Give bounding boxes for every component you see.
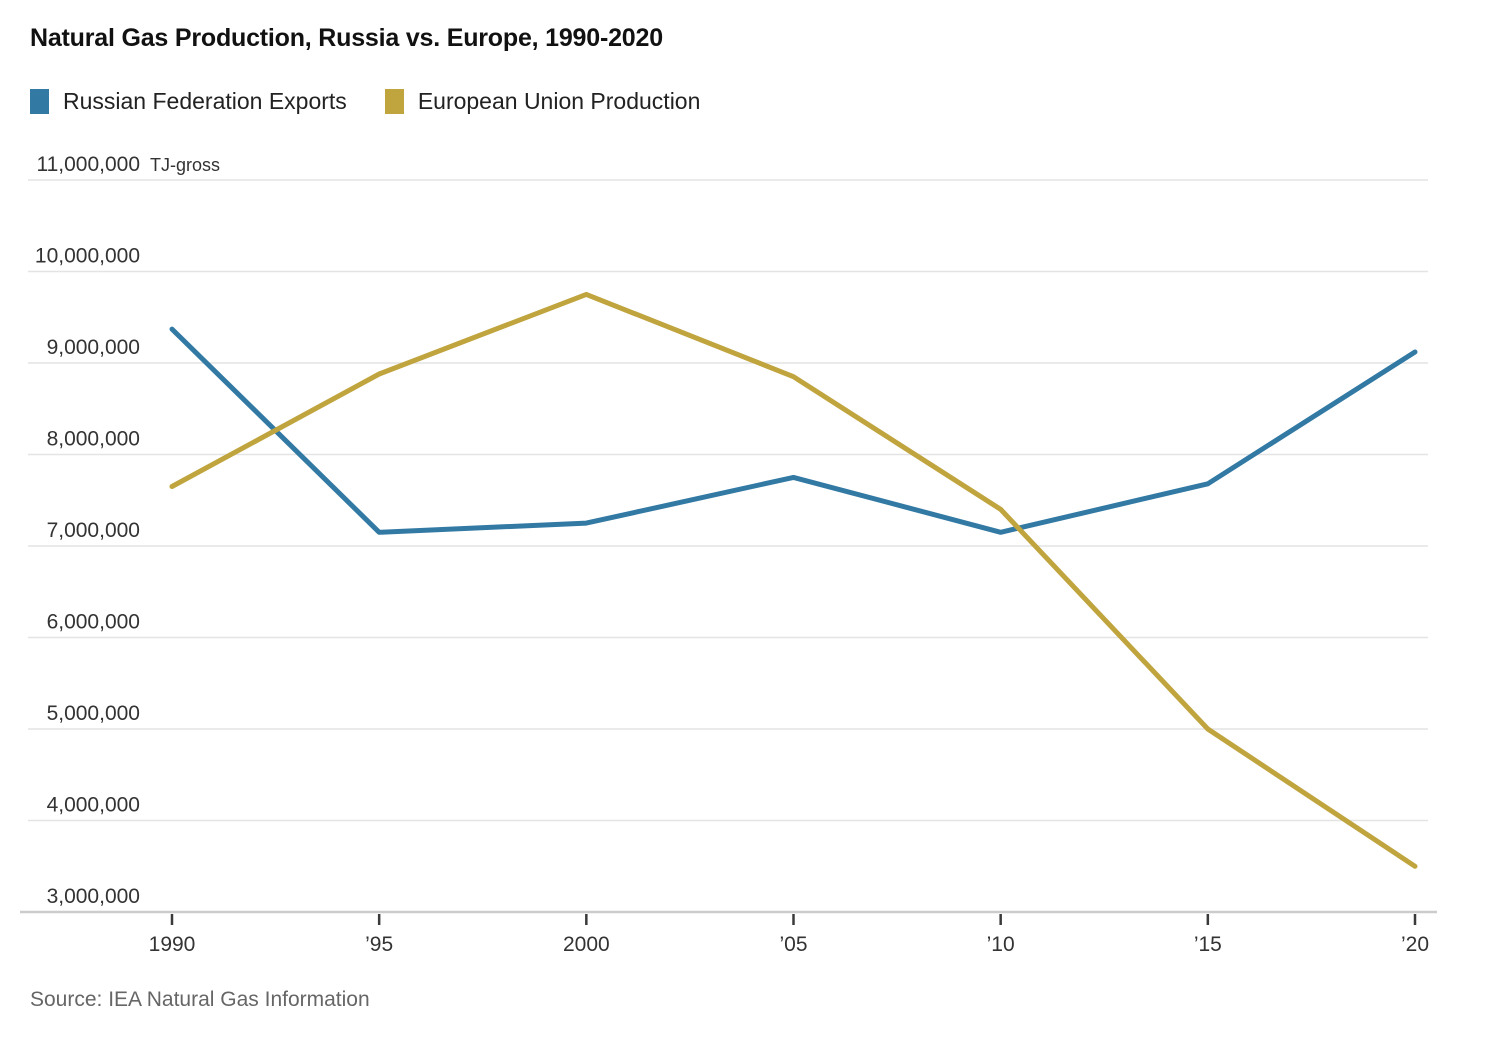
x-axis-label: ’20 [1401,933,1429,956]
y-axis-label: 11,000,000 [36,153,140,176]
y-axis-label: 10,000,000 [35,245,140,268]
y-axis-label: 3,000,000 [47,885,140,908]
legend-swatch-eu [384,89,404,114]
y-axis-label: 9,000,000 [47,336,140,359]
legend-label-russia: Russian Federation Exports [63,88,347,114]
y-axis-label: 6,000,000 [47,611,140,634]
x-axis-label: ’10 [987,933,1015,956]
legend-item-eu: European Union Production [384,88,701,115]
x-axis-label: ’95 [365,933,393,956]
chart-title: Natural Gas Production, Russia vs. Europ… [30,24,663,52]
legend-swatch-russia [30,89,49,114]
source-note: Source: IEA Natural Gas Information [30,988,370,1011]
y-axis-label: 7,000,000 [47,519,140,542]
series-line-russia [169,326,1418,535]
legend: Russian Federation Exports European Unio… [30,88,700,115]
legend-label-eu: European Union Production [417,88,701,114]
legend-item-russia: Russian Federation Exports [30,88,347,115]
series-line-eu [169,291,1418,869]
x-axis-label: ’15 [1194,933,1222,956]
y-axis-unit-label: TJ-gross [150,155,220,175]
x-axis-label: ’05 [779,933,807,956]
y-axis-label: 5,000,000 [47,702,140,725]
x-axis-label: 1990 [149,933,196,956]
y-axis-label: 8,000,000 [47,428,140,451]
x-axis-label: 2000 [563,933,610,956]
y-axis-label: 4,000,000 [47,794,140,817]
